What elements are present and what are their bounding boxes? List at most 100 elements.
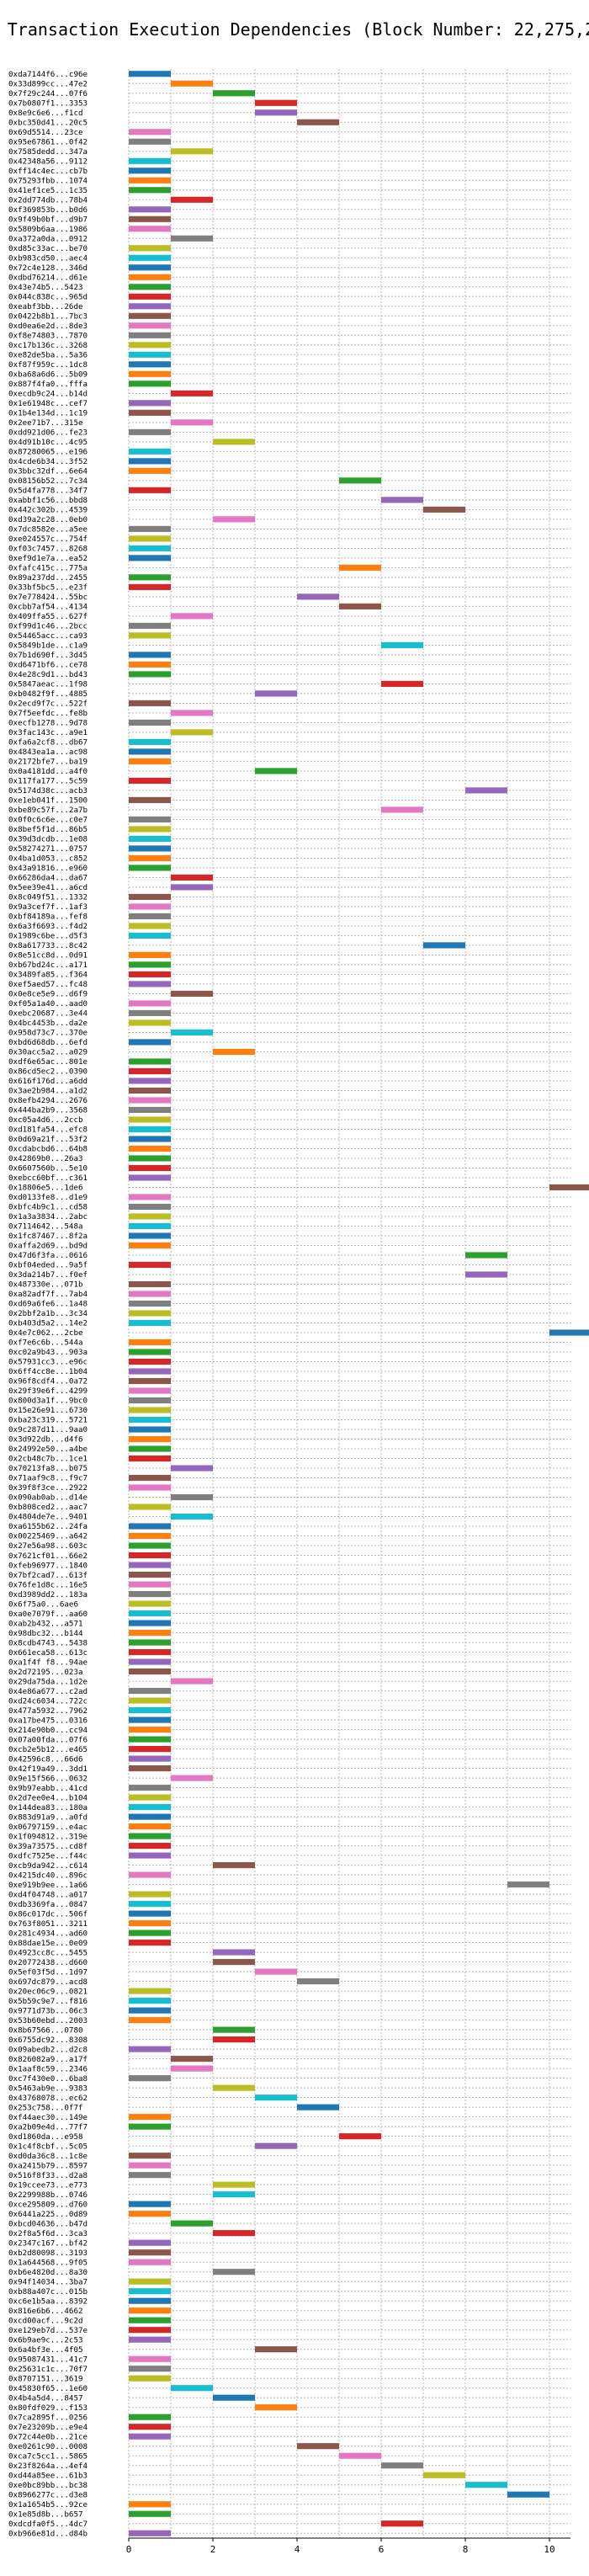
y-tick-label: 0x816e6b6...4662 xyxy=(8,2307,83,2316)
bar-0x9e15f566...0632 xyxy=(171,1775,213,1781)
y-tick-label: 0xb6e4820d...8a30 xyxy=(8,2268,88,2277)
bar-0xebc20687...3e44 xyxy=(129,1009,171,1017)
bar-0x5809b6aa...1986 xyxy=(129,226,171,232)
bar-0x697dc879...acd8 xyxy=(297,1978,339,1985)
y-tick-label: 0xf369853b...b0d6 xyxy=(8,205,88,215)
y-tick-label: 0xd85c33ac...be70 xyxy=(8,244,88,253)
y-tick-label: 0x144dea83...180a xyxy=(8,1803,88,1812)
y-tick-label: 0x42f19a49...3dd1 xyxy=(8,1764,88,1774)
y-tick-label: 0x9a3cef7f...1af3 xyxy=(8,902,88,912)
bar-0xe0261c90...0008 xyxy=(297,2443,339,2450)
y-tick-label: 0x00225469...a642 xyxy=(8,1532,88,1541)
bar-0x72c44e0b...21ce xyxy=(129,2433,171,2440)
y-tick-label: 0x883d91a9...a0fd xyxy=(8,1812,88,1822)
bar-0x2bbf2a1b...3c34 xyxy=(129,1310,171,1317)
y-tick-label: 0xeabf3bb...26de xyxy=(8,302,83,311)
y-tick-label: 0x71aaf9c8...f9c7 xyxy=(8,1474,88,1483)
y-tick-label: 0xbc350d41...20c5 xyxy=(8,118,88,127)
bar-0x9b97eabb...41cd xyxy=(129,1785,171,1791)
bar-0x4215dc40...896c xyxy=(129,1871,171,1878)
bar-0x8966277c...d3e8 xyxy=(507,2491,549,2498)
y-tick-label: 0xd24c6034...722c xyxy=(8,1696,88,1706)
y-tick-label: 0xbf84189a...fef8 xyxy=(8,913,88,922)
y-tick-label: 0xecfb1278...9d78 xyxy=(8,719,88,728)
bar-0x8707151...3619 xyxy=(129,2375,171,2382)
y-tick-label: 0x7585dedd...347a xyxy=(8,147,88,157)
bar-0x86cd5ec2...0390 xyxy=(129,1067,171,1075)
bar-0x88dae15e...0e09 xyxy=(129,1940,171,1946)
bar-0x96f8cdf4...0a72 xyxy=(129,1377,171,1385)
y-tick-label: 0x6f75a0...6ae6 xyxy=(8,1599,78,1609)
y-tick-label: 0x96f8cdf4...0a72 xyxy=(8,1377,88,1386)
y-tick-label: 0x7b1d690f...3d45 xyxy=(8,651,88,660)
bar-0x477a5932...7962 xyxy=(129,1707,171,1714)
bar-0x33d899cc...47e2 xyxy=(171,80,213,87)
bar-0xebcc60bf...c361 xyxy=(129,1174,171,1181)
bar-0xd181fa54...efc8 xyxy=(129,1126,171,1133)
y-tick-label: 0x4e7c062...2cbe xyxy=(8,1328,83,1338)
y-tick-label: 0xe0261c90...0008 xyxy=(8,2442,88,2451)
y-tick-label: 0xabbf1c56...bbd8 xyxy=(8,496,88,505)
y-tick-label: 0x1aaf8c59...2346 xyxy=(8,2064,88,2073)
y-tick-label: 0x20772438...d660 xyxy=(8,1958,88,1967)
y-tick-label: 0x69d5514...23ce xyxy=(8,128,83,137)
bar-0xd4f04748...a017 xyxy=(129,1891,171,1897)
y-tick-label: 0xa6155b62...24fa xyxy=(8,1522,88,1531)
bar-0x1b4e134d...1c19 xyxy=(129,409,171,416)
y-tick-label: 0xebcc60bf...c361 xyxy=(8,1174,88,1183)
y-tick-label: 0xb983cd50...aec4 xyxy=(8,253,88,263)
bar-0x1fc87467...8f2a xyxy=(129,1232,171,1239)
bar-0x39d3dcdb...1e08 xyxy=(129,835,171,842)
y-tick-label: 0xebc20687...3e44 xyxy=(8,1009,88,1019)
y-tick-label: 0xd39a2c28...0eb0 xyxy=(8,515,88,524)
bar-0x117fa177...5c59 xyxy=(129,777,171,784)
bar-0x33bf5bc5...e23f xyxy=(129,583,171,590)
bar-0x69d5514...23ce xyxy=(129,129,171,136)
y-tick-label: 0x9e15f566...0632 xyxy=(8,1774,88,1783)
y-tick-label: 0xe1eb041f...1500 xyxy=(8,796,88,806)
y-tick-label: 0x29da75da...1d2e xyxy=(8,1677,88,1686)
y-tick-label: 0x8966277c...d3e8 xyxy=(8,2490,88,2499)
y-tick-label: 0x2cb48c7b...1ce1 xyxy=(8,1455,88,1464)
y-tick-label: 0xaffa2d69...bd9d xyxy=(8,1242,88,1251)
y-tick-label: 0xd6471bf6...ce78 xyxy=(8,661,88,670)
y-tick-label: 0x47d6f3fa...0616 xyxy=(8,1251,88,1260)
y-tick-label: 0x697dc879...acd8 xyxy=(8,1977,88,1987)
bar-0xca7c5cc1...5865 xyxy=(339,2452,381,2459)
bar-0x090ab0ab...d14e xyxy=(171,1493,213,1501)
y-tick-label: 0xa0e7079f...aa60 xyxy=(8,1610,88,1619)
y-tick-label: 0x5d4fa778...34f7 xyxy=(8,487,88,496)
y-tick-label: 0x4d91b10c...4c95 xyxy=(8,438,88,447)
y-tick-label: 0xba68a6d6...5b09 xyxy=(8,370,88,380)
bar-0x0422b8b1...7bc3 xyxy=(129,312,171,319)
bar-0x8efb4294...2676 xyxy=(129,1097,171,1104)
bar-0x6755dc92...8308 xyxy=(213,2036,255,2043)
y-tick-label: 0xda7144f6...c96e xyxy=(8,70,88,79)
bar-0xdcdfa0f5...4dc7 xyxy=(381,2520,423,2527)
y-tick-label: 0xb88a407c...015b xyxy=(8,2287,88,2297)
bar-0xe1eb041f...1500 xyxy=(129,796,171,803)
y-tick-label: 0x1a644568...9f05 xyxy=(8,2258,88,2267)
y-tick-label: 0xa2415b79...8597 xyxy=(8,2161,88,2170)
y-tick-label: 0x7bf2cad7...613f xyxy=(8,1571,88,1580)
y-tick-label: 0x8707151...3619 xyxy=(8,2374,83,2383)
bar-0x4804de7e...9401 xyxy=(171,1513,213,1520)
y-tick-label: 0x70213fa8...b075 xyxy=(8,1464,88,1473)
y-tick-label: 0x66286da4...da67 xyxy=(8,874,88,883)
bar-0x887f4fa0...fffa xyxy=(129,381,171,387)
bar-0xf05a1a40...aad0 xyxy=(129,1000,171,1007)
bar-0x23f8264a...4ef4 xyxy=(381,2462,423,2469)
bar-0xb6e4820d...8a30 xyxy=(213,2269,255,2275)
y-tick-label: 0x8c049f51...1332 xyxy=(8,893,88,902)
y-tick-label: 0xb403d5a2...14e2 xyxy=(8,1319,88,1328)
bar-0x7dc8582e...a5ee xyxy=(129,525,171,532)
y-tick-label: 0x72c4e128...346d xyxy=(8,263,88,273)
bar-0x57931cc3...e96c xyxy=(129,1358,171,1365)
y-tick-label: 0x7dc8582e...a5ee xyxy=(8,525,88,535)
bar-0x8c049f51...1332 xyxy=(129,893,171,900)
bar-0xa6155b62...24fa xyxy=(129,1523,171,1530)
y-tick-label: 0x6a4bf3e...4f05 xyxy=(8,2345,83,2355)
y-tick-label: 0x2299988b...0746 xyxy=(8,2190,88,2200)
y-tick-label: 0x80fdf029...f153 xyxy=(8,2403,88,2413)
bar-0xa2b09e4d...77f7 xyxy=(129,2123,171,2130)
